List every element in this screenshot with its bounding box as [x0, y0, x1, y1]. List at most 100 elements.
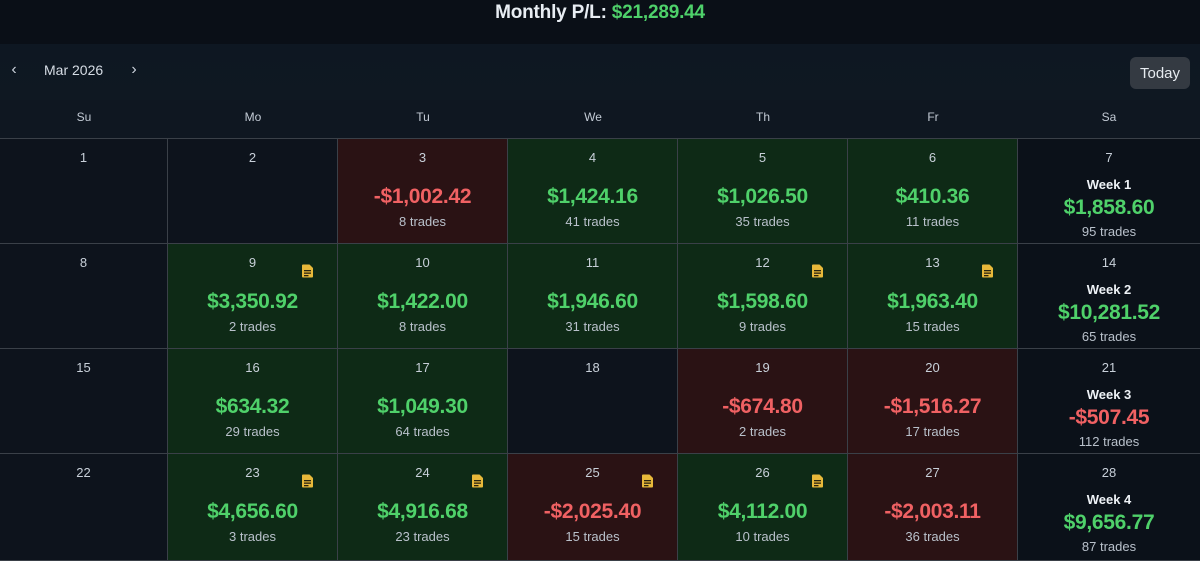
day-number: 20	[925, 360, 940, 375]
day-cell[interactable]: 25 -$2,025.40 15 trades	[508, 454, 678, 561]
day-pl-amount: $1,963.40	[887, 290, 978, 313]
day-trade-count: 23 trades	[395, 529, 450, 544]
day-trade-count: 8 trades	[399, 319, 446, 334]
week-label: Week 2	[1086, 282, 1132, 297]
day-pl-amount: $1,598.60	[717, 290, 808, 313]
week-label: Week 1	[1086, 177, 1132, 192]
note-icon[interactable]	[811, 264, 824, 278]
note-icon[interactable]	[301, 264, 314, 278]
day-number: 23	[245, 465, 260, 480]
day-pl-amount: $1,946.60	[547, 290, 638, 313]
day-cell[interactable]: 15	[0, 349, 168, 454]
day-trade-count: 35 trades	[735, 214, 790, 229]
current-month-label: Mar 2026	[44, 62, 104, 78]
day-trade-count: 2 trades	[229, 319, 276, 334]
week-pl-amount: -$507.45	[1068, 406, 1150, 429]
day-cell[interactable]: 8	[0, 244, 168, 349]
day-trade-count: 9 trades	[739, 319, 786, 334]
chevron-left-icon[interactable]: ‹	[11, 61, 17, 78]
day-cell[interactable]: 13 $1,963.40 15 trades	[848, 244, 1018, 349]
day-cell[interactable]: 1	[0, 139, 168, 244]
day-pl-amount: $3,350.92	[207, 290, 298, 313]
day-cell[interactable]: 26 $4,112.00 10 trades	[678, 454, 848, 561]
day-trade-count: 15 trades	[565, 529, 620, 544]
day-cell[interactable]: 5 $1,026.50 35 trades	[678, 139, 848, 244]
week-summary-cell[interactable]: 21 Week 3 -$507.45 112 trades	[1018, 349, 1200, 454]
day-cell[interactable]: 22	[0, 454, 168, 561]
monthly-summary-bar: Monthly P/L: $21,289.44	[0, 0, 1200, 44]
day-cell[interactable]: 2	[168, 139, 338, 244]
day-trade-count: 17 trades	[905, 424, 960, 439]
day-number: 1	[79, 150, 88, 165]
day-pl-amount: $1,049.30	[377, 395, 468, 418]
day-trade-count: 41 trades	[565, 214, 620, 229]
day-number: 11	[585, 255, 600, 270]
today-button[interactable]: Today	[1130, 57, 1190, 89]
day-cell[interactable]: 24 $4,916.68 23 trades	[338, 454, 508, 561]
note-icon[interactable]	[811, 474, 824, 488]
day-cell[interactable]: 4 $1,424.16 41 trades	[508, 139, 678, 244]
week-pl-amount: $1,858.60	[1063, 196, 1155, 219]
day-pl-amount: $1,424.16	[547, 185, 638, 208]
day-cell[interactable]: 11 $1,946.60 31 trades	[508, 244, 678, 349]
day-number: 12	[755, 255, 770, 270]
weekday-header-row: Su Mo Tu We Th Fr Sa	[0, 100, 1200, 138]
calendar-grid: 1 2 3 -$1,002.42 8 trades 4 $1,424.16 41 trades…	[0, 138, 1200, 561]
day-number: 2	[248, 150, 257, 165]
day-cell[interactable]: 6 $410.36 11 trades	[848, 139, 1018, 244]
day-cell[interactable]: 10 $1,422.00 8 trades	[338, 244, 508, 349]
day-cell[interactable]: 27 -$2,003.11 36 trades	[848, 454, 1018, 561]
day-pl-amount: -$674.80	[722, 395, 803, 418]
week-trade-count: 87 trades	[1081, 539, 1137, 554]
day-cell[interactable]: 18	[508, 349, 678, 454]
day-cell[interactable]: 23 $4,656.60 3 trades	[168, 454, 338, 561]
day-cell[interactable]: 19 -$674.80 2 trades	[678, 349, 848, 454]
note-icon[interactable]	[981, 264, 994, 278]
chevron-right-icon[interactable]: ›	[131, 61, 137, 78]
day-number: 21	[1101, 360, 1117, 375]
day-cell[interactable]: 17 $1,049.30 64 trades	[338, 349, 508, 454]
day-cell[interactable]: 16 $634.32 29 trades	[168, 349, 338, 454]
day-number: 26	[755, 465, 770, 480]
day-cell[interactable]: 20 -$1,516.27 17 trades	[848, 349, 1018, 454]
day-trade-count: 31 trades	[565, 319, 620, 334]
day-number: 5	[758, 150, 767, 165]
day-cell[interactable]: 3 -$1,002.42 8 trades	[338, 139, 508, 244]
note-icon[interactable]	[301, 474, 314, 488]
day-pl-amount: $1,026.50	[717, 185, 808, 208]
day-number: 19	[755, 360, 770, 375]
week-summary-cell[interactable]: 7 Week 1 $1,858.60 95 trades	[1018, 139, 1200, 244]
day-number: 18	[585, 360, 600, 375]
monthly-pl-label: Monthly P/L:	[495, 2, 607, 23]
day-pl-amount: -$1,516.27	[883, 395, 982, 418]
note-icon[interactable]	[471, 474, 484, 488]
day-number: 16	[245, 360, 260, 375]
day-number: 7	[1105, 150, 1113, 165]
monthly-pl: Monthly P/L: $21,289.44	[495, 2, 705, 24]
day-trade-count: 11 trades	[905, 214, 960, 229]
week-label: Week 4	[1086, 492, 1132, 507]
week-trade-count: 112 trades	[1078, 434, 1140, 449]
day-cell[interactable]: 12 $1,598.60 9 trades	[678, 244, 848, 349]
day-pl-amount: -$2,025.40	[543, 500, 642, 523]
day-cell[interactable]: 9 $3,350.92 2 trades	[168, 244, 338, 349]
week-summary-cell[interactable]: 28 Week 4 $9,656.77 87 trades	[1018, 454, 1200, 561]
day-trade-count: 15 trades	[905, 319, 960, 334]
note-icon[interactable]	[641, 474, 654, 488]
day-number: 28	[1101, 465, 1117, 480]
day-trade-count: 10 trades	[735, 529, 790, 544]
day-number: 25	[585, 465, 600, 480]
week-pl-amount: $10,281.52	[1057, 301, 1161, 324]
day-pl-amount: $4,656.60	[207, 500, 298, 523]
day-number: 10	[415, 255, 430, 270]
weekday-mo: Mo	[244, 110, 262, 124]
week-trade-count: 65 trades	[1081, 329, 1137, 344]
day-number: 22	[76, 465, 91, 480]
day-pl-amount: $1,422.00	[377, 290, 468, 313]
weekday-th: Th	[755, 110, 770, 124]
day-trade-count: 8 trades	[399, 214, 446, 229]
weekday-we: We	[584, 110, 602, 124]
day-trade-count: 29 trades	[225, 424, 280, 439]
day-number: 14	[1101, 255, 1117, 270]
week-summary-cell[interactable]: 14 Week 2 $10,281.52 65 trades	[1018, 244, 1200, 349]
